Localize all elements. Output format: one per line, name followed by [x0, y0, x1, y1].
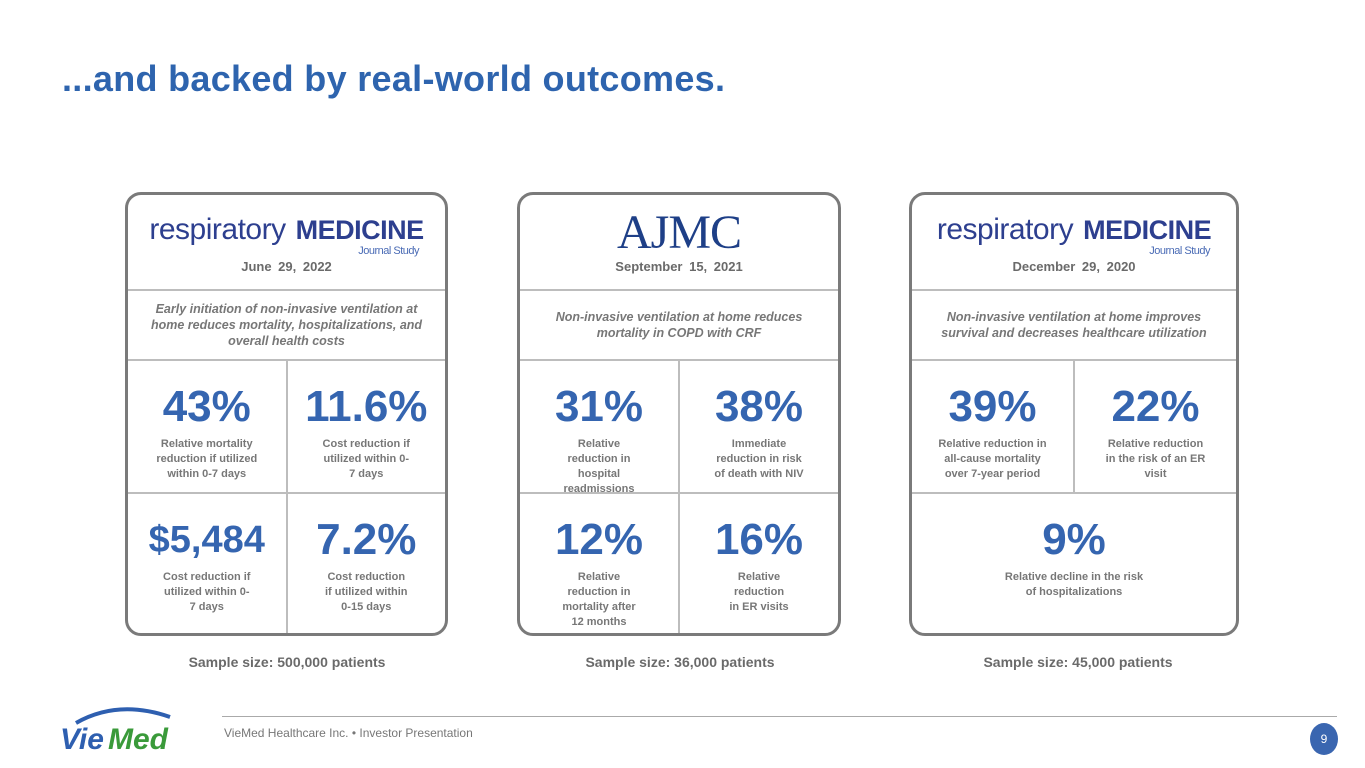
study-date: September 15, 2021: [615, 259, 743, 274]
stat-value: 22%: [1111, 382, 1200, 431]
footer-text: VieMed Healthcare Inc. • Investor Presen…: [224, 726, 473, 740]
stat-value: 7.2%: [316, 515, 417, 564]
stat-label: Immediate reduction in risk of death wit…: [714, 438, 804, 480]
stat-label: Cost reduction if utilized within 0-7 da…: [163, 571, 251, 613]
stat-label: Relative reduction in ER visits: [729, 571, 789, 613]
stat-cell: 11.6% Cost reduction if utilized within 0…: [285, 361, 446, 492]
stat-value: 12%: [554, 515, 644, 564]
svg-text:Vie: Vie: [60, 723, 104, 755]
viemed-logo: Vie Med: [58, 705, 178, 756]
sample-size: Sample size: 36,000 patients: [585, 654, 775, 670]
stat-label: Relative mortality reduction if utilized…: [156, 438, 258, 480]
study-card-2022: respiratory MEDICINE Journal Study June 29…: [125, 192, 448, 636]
stat-label: Relative reduction in the risk of an ER …: [1105, 438, 1206, 480]
respiratory-medicine-logo: respiratory MEDICINE Journal Study: [149, 213, 424, 257]
stat-label: Relative reduction in mortality after 12…: [562, 571, 636, 628]
study-card-2021: AJMC September 15, 2021 Non-invasive ven…: [517, 192, 841, 636]
stat-cell: 39% Relative reduction in all-cause morta…: [912, 361, 1073, 492]
study-date: December 29, 2020: [1012, 259, 1136, 274]
stat-cell: 9% Relative decline in the risk of hospit…: [912, 494, 1236, 633]
stat-value: 38%: [714, 382, 804, 431]
study-description: Non-invasive ventilation at home reduces…: [520, 291, 838, 361]
stat-label: Relative decline in the risk of hospital…: [1004, 571, 1144, 598]
sample-size: Sample size: 45,000 patients: [983, 654, 1173, 670]
stat-value: 39%: [948, 382, 1037, 431]
stat-label: Cost reduction if utilized within 0-15 d…: [325, 571, 408, 613]
stat-cell: 16% Relative reduction in ER visits: [678, 494, 838, 633]
stat-cell: $5,484 Cost reduction if utilized within …: [128, 494, 286, 633]
stat-label: Cost reduction if utilized within 0-7 da…: [322, 438, 410, 480]
stat-value: 11.6%: [305, 382, 428, 431]
stat-cell: 43% Relative mortality reduction if utili…: [128, 361, 286, 492]
page-number: 9: [1310, 723, 1338, 755]
stat-cell: 12% Relative reduction in mortality after…: [520, 494, 678, 633]
stat-label: Relative reduction in hospital readmissi…: [563, 438, 635, 495]
stat-value: 16%: [714, 515, 804, 564]
study-description: Early initiation of non-invasive ventila…: [128, 291, 445, 361]
study-description: Non-invasive ventilation at home improve…: [912, 291, 1236, 361]
footer-divider: [222, 716, 1337, 717]
respiratory-medicine-logo: respiratory MEDICINE Journal Study: [936, 213, 1212, 257]
stat-value: 43%: [162, 382, 251, 431]
stat-cell: 38% Immediate reduction in risk of death …: [678, 361, 838, 492]
stat-label: Relative reduction in all-cause mortalit…: [938, 438, 1047, 480]
stat-cell: 7.2% Cost reduction if utilized within 0-…: [285, 494, 446, 633]
study-card-2020: respiratory MEDICINE Journal Study Decembe…: [909, 192, 1239, 636]
sample-size: Sample size: 500,000 patients: [188, 654, 386, 670]
ajmc-logo: AJMC: [616, 206, 742, 259]
stat-value: 9%: [1042, 515, 1106, 564]
stat-value: 31%: [554, 382, 644, 431]
study-date: June 29, 2022: [241, 259, 332, 274]
stat-cell: 31% Relative reduction in hospital readmi…: [520, 361, 678, 496]
stat-value: $5,484: [148, 519, 265, 561]
stat-cell: 22% Relative reduction in the risk of an …: [1073, 361, 1236, 492]
page-title: ...and backed by real-world outcomes.: [62, 58, 726, 99]
svg-text:Med: Med: [108, 723, 169, 755]
